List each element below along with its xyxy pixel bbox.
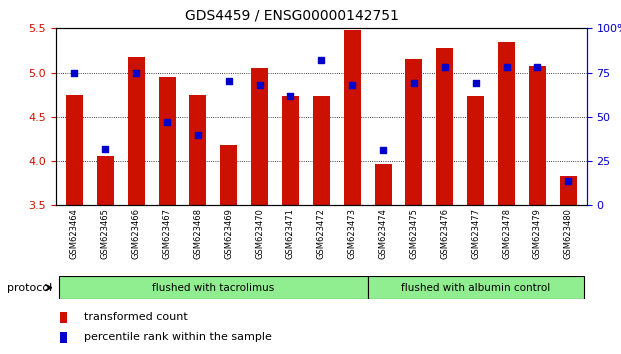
Point bbox=[378, 148, 388, 153]
Point bbox=[162, 119, 172, 125]
Bar bbox=[498, 42, 515, 205]
Point bbox=[409, 80, 419, 86]
Point bbox=[224, 79, 233, 84]
Point bbox=[101, 146, 111, 152]
Bar bbox=[406, 59, 422, 205]
Bar bbox=[344, 30, 361, 205]
Bar bbox=[128, 57, 145, 205]
Text: flushed with tacrolimus: flushed with tacrolimus bbox=[152, 282, 274, 293]
Point bbox=[131, 70, 141, 75]
Text: GDS4459 / ENSG00000142751: GDS4459 / ENSG00000142751 bbox=[185, 9, 399, 23]
Point bbox=[70, 70, 79, 75]
Point bbox=[471, 80, 481, 86]
Point bbox=[502, 64, 512, 70]
Bar bbox=[60, 312, 67, 323]
Point bbox=[563, 178, 573, 183]
Bar bbox=[189, 95, 206, 205]
Bar bbox=[368, 276, 584, 299]
Bar bbox=[59, 276, 368, 299]
Bar bbox=[560, 176, 577, 205]
Bar bbox=[60, 332, 67, 343]
Bar bbox=[467, 96, 484, 205]
Text: flushed with albumin control: flushed with albumin control bbox=[401, 282, 550, 293]
Text: percentile rank within the sample: percentile rank within the sample bbox=[84, 332, 272, 342]
Text: transformed count: transformed count bbox=[84, 312, 188, 322]
Bar bbox=[251, 68, 268, 205]
Point bbox=[532, 64, 542, 70]
Bar bbox=[313, 96, 330, 205]
Point bbox=[316, 57, 327, 63]
Bar bbox=[66, 95, 83, 205]
Point bbox=[286, 93, 296, 98]
Point bbox=[440, 64, 450, 70]
Bar bbox=[282, 96, 299, 205]
Text: protocol: protocol bbox=[7, 283, 53, 293]
Point bbox=[347, 82, 357, 88]
Point bbox=[193, 132, 203, 137]
Bar bbox=[220, 145, 237, 205]
Point bbox=[255, 82, 265, 88]
Bar bbox=[97, 156, 114, 205]
Bar bbox=[529, 67, 546, 205]
Bar bbox=[374, 164, 392, 205]
Bar bbox=[437, 48, 453, 205]
Bar bbox=[158, 77, 176, 205]
